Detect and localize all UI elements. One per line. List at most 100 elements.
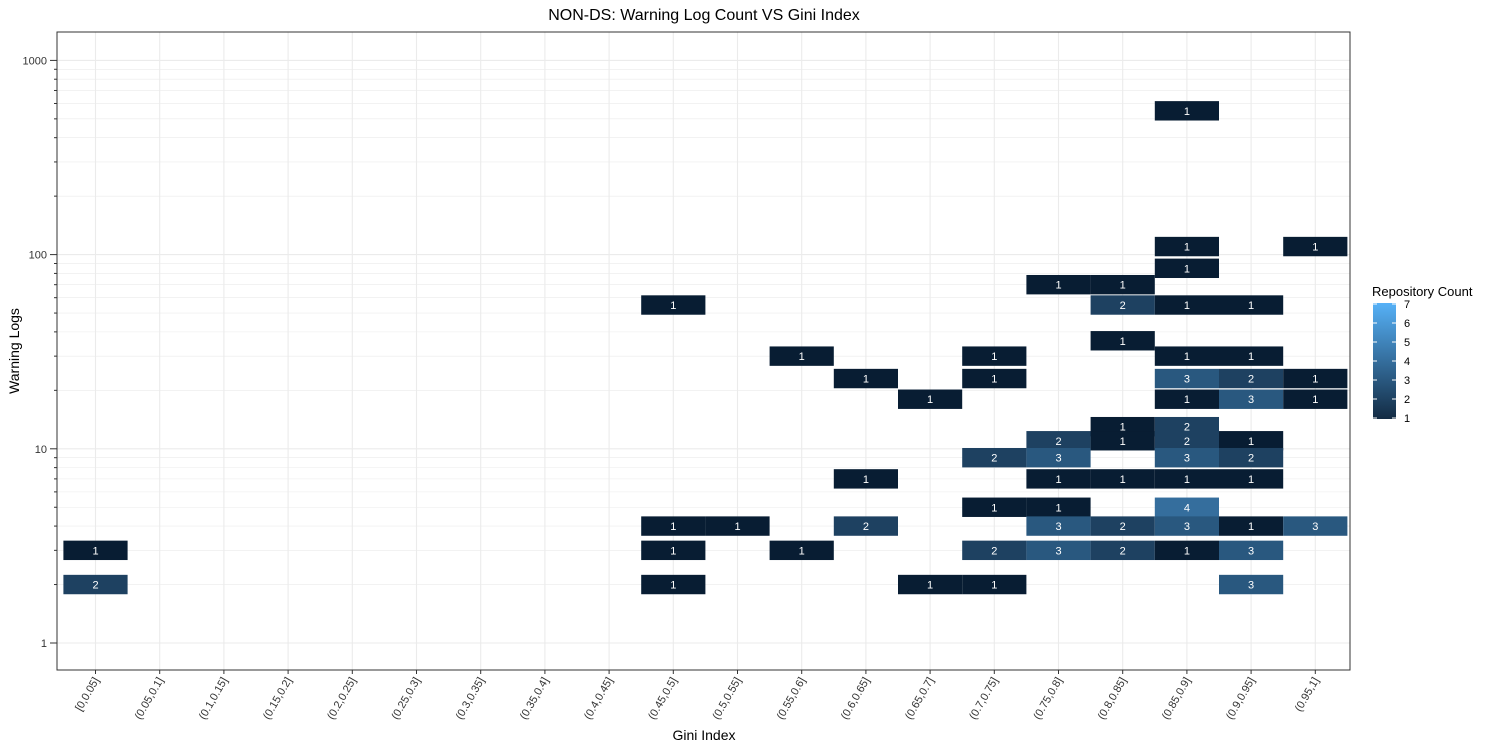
heatmap-cell: 3	[1154, 368, 1219, 389]
cell-rect	[1283, 389, 1348, 409]
heatmap-cell: 1	[1283, 236, 1348, 257]
cell-count-label: 1	[1055, 280, 1061, 292]
cell-rect	[769, 346, 834, 366]
cell-count-label: 1	[1120, 474, 1126, 486]
cell-rect	[1154, 295, 1219, 315]
heatmap-cell: 1	[1154, 389, 1219, 409]
cell-rect	[1154, 258, 1219, 279]
heatmap-cell: 1	[1090, 331, 1155, 351]
cell-count-label: 1	[670, 545, 676, 557]
heatmap-cell: 2	[1219, 368, 1284, 389]
cell-rect	[1283, 368, 1348, 389]
heatmap-cell: 1	[1154, 346, 1219, 366]
x-tick-label: (0.85,0.9]	[1160, 676, 1194, 722]
heatmap-cell: 2	[962, 540, 1027, 561]
heatmap-cell: 1	[1219, 431, 1284, 451]
heatmap-cells: 1 2 1 1 1 1 1 1 1 1 1 2 1 1 1 1 2 1 2 1 1 2 3 1 1 3 3 1 2 1 1 1 1 2 2 1 1 1 1 1…	[63, 101, 1348, 595]
cell-rect	[1219, 540, 1284, 561]
cell-count-label: 2	[863, 521, 869, 533]
cell-count-label: 3	[1248, 580, 1254, 592]
cell-rect	[962, 574, 1027, 595]
x-tick-label: (0.1,0.15]	[197, 676, 231, 722]
cell-count-label: 2	[1055, 436, 1061, 448]
cell-rect	[1283, 516, 1348, 536]
heatmap-cell: 1	[1219, 516, 1284, 536]
heatmap-cell: 2	[833, 516, 898, 536]
cell-rect	[1090, 469, 1155, 489]
heatmap-cell: 3	[1219, 540, 1284, 561]
x-tick-label: (0.65,0.7]	[903, 676, 937, 722]
heatmap-cell: 1	[1154, 101, 1219, 121]
cell-count-label: 1	[1248, 351, 1254, 363]
cell-count-label: 4	[1184, 502, 1190, 514]
plot-border	[56, 31, 1351, 671]
cell-rect	[1026, 447, 1091, 468]
cell-count-label: 1	[1055, 474, 1061, 486]
heatmap-cell: 2	[962, 447, 1027, 468]
heatmap-cell: 1	[1154, 236, 1219, 257]
cell-count-label: 3	[1248, 545, 1254, 557]
x-tick-label: (0.95,1]	[1293, 676, 1322, 714]
legend-label: 6	[1404, 318, 1410, 330]
heatmap-cell: 4	[1154, 497, 1219, 517]
cell-count-label: 1	[1248, 521, 1254, 533]
legend-label: 5	[1404, 337, 1410, 349]
cell-count-label: 1	[1120, 336, 1126, 348]
y-tick-label: 100	[29, 250, 47, 262]
cell-count-label: 1	[1312, 374, 1318, 386]
cell-rect	[1219, 346, 1284, 366]
cell-count-label: 1	[1120, 422, 1126, 434]
cell-rect	[1154, 389, 1219, 409]
heatmap-cell: 1	[1219, 295, 1284, 315]
cell-rect	[962, 540, 1027, 561]
heatmap-cell: 3	[1026, 516, 1091, 536]
cell-rect	[63, 574, 128, 595]
heatmap-cell: 3	[1219, 574, 1284, 595]
cell-rect	[1090, 274, 1155, 295]
heatmap-cell: 1	[962, 574, 1027, 595]
cell-count-label: 3	[1248, 394, 1254, 406]
cell-count-label: 1	[670, 580, 676, 592]
x-tick-label: (0.25,0.3]	[389, 676, 423, 722]
x-tick-label: (0.2,0.25]	[325, 676, 359, 722]
heatmap-cell: 1	[1283, 368, 1348, 389]
cell-rect	[769, 540, 834, 561]
cell-rect	[1026, 274, 1091, 295]
cell-count-label: 1	[1184, 474, 1190, 486]
cell-rect	[1090, 516, 1155, 536]
legend-label: 3	[1404, 375, 1410, 387]
heatmap-cell: 1	[1219, 346, 1284, 366]
heatmap-cell: 2	[63, 574, 128, 595]
y-tick-label: 1000	[23, 55, 47, 67]
cell-count-label: 3	[1184, 374, 1190, 386]
heatmap-cell: 1	[833, 469, 898, 489]
x-tick-label: (0.3,0.35]	[454, 676, 488, 722]
legend-label: 2	[1404, 394, 1410, 406]
x-tick-label: [0,0.05]	[73, 676, 102, 714]
legend-title: Repository Count	[1372, 284, 1473, 299]
heatmap-cell: 1	[1026, 497, 1091, 517]
cell-count-label: 2	[991, 545, 997, 557]
cell-rect	[1026, 469, 1091, 489]
cell-count-label: 1	[1312, 242, 1318, 254]
cell-count-label: 1	[1184, 351, 1190, 363]
heatmap-cell: 3	[1154, 447, 1219, 468]
heatmap-cell: 3	[1026, 540, 1091, 561]
cell-count-label: 1	[1120, 436, 1126, 448]
cell-rect	[898, 574, 963, 595]
cell-rect	[1154, 497, 1219, 517]
heatmap-cell: 1	[962, 346, 1027, 366]
cell-rect	[1154, 101, 1219, 121]
cell-rect	[1154, 469, 1219, 489]
heatmap-cell: 1	[1154, 295, 1219, 315]
cell-rect	[1219, 431, 1284, 451]
x-tick-label: (0.7,0.75]	[967, 676, 1001, 722]
cell-count-label: 2	[1120, 545, 1126, 557]
heatmap-cell: 1	[833, 368, 898, 389]
cell-count-label: 1	[1248, 300, 1254, 312]
cell-count-label: 1	[92, 545, 98, 557]
cell-count-label: 1	[991, 502, 997, 514]
heatmap-cell: 1	[63, 540, 128, 561]
cell-rect	[1154, 447, 1219, 468]
cell-count-label: 1	[927, 580, 933, 592]
